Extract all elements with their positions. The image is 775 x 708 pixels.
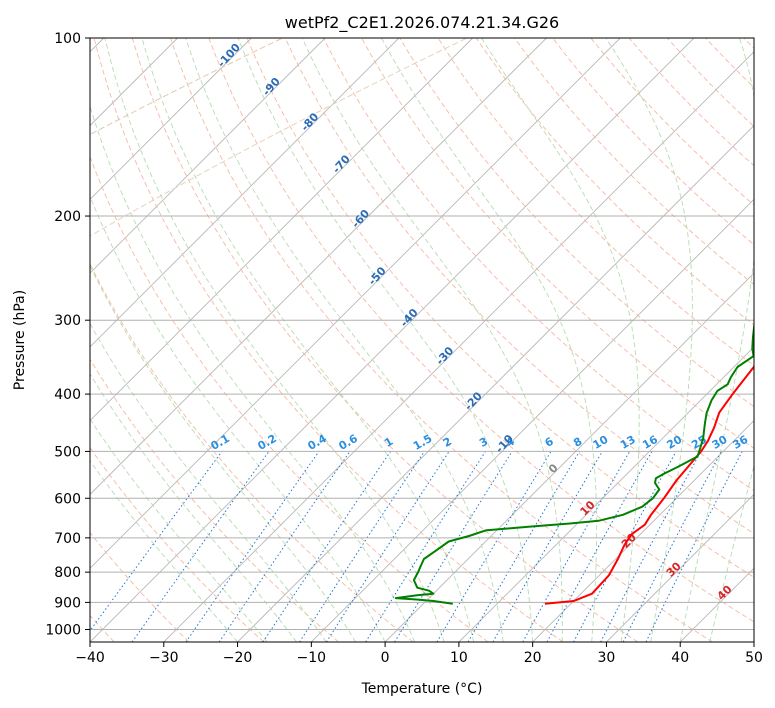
moist-adiabat-line [90, 195, 386, 642]
temperature-profile-line [544, 235, 754, 605]
isotherm-line [90, 38, 400, 348]
mixing-ratio-line [185, 451, 320, 642]
dry-adiabat-line [322, 38, 754, 492]
y-axis-label: Pressure (hPa) [12, 290, 28, 390]
moist-adiabat-line [141, 38, 475, 642]
mixing-ratio-line [645, 451, 743, 642]
isotherm-line [532, 420, 754, 642]
dry-adiabat-line [90, 358, 339, 642]
y-tick-label: 400 [54, 387, 81, 403]
sounding-profiles [394, 235, 754, 605]
dry-adiabat-line [361, 38, 754, 449]
mixing-ratio-line [90, 451, 223, 632]
dry-adiabat-line [284, 38, 754, 535]
isotherm-line [90, 38, 473, 422]
y-tick-label: 600 [54, 491, 81, 507]
isotherm-line [90, 38, 695, 642]
mixing-ratio-line [522, 451, 631, 642]
mixing-ratio-line [325, 451, 450, 642]
dewpoint-profile-line [394, 318, 754, 605]
mixing-ratio-line [546, 451, 653, 642]
isotherm-line [90, 38, 326, 274]
isotherm-line [458, 346, 754, 642]
moist-adiabat-line [301, 38, 563, 642]
x-tick-label: −30 [149, 650, 179, 666]
dry-adiabat-line [90, 263, 414, 642]
mixing-ratio-line [218, 451, 351, 642]
moist-adiabat-line [237, 38, 534, 642]
pressure-gridlines [90, 38, 754, 630]
x-tick-label: 50 [745, 650, 763, 666]
y-tick-label: 100 [54, 31, 81, 47]
isotherm-line [384, 272, 754, 642]
dry-adiabat-line [93, 38, 564, 642]
mixing-ratio-line [622, 451, 722, 642]
x-tick-label: −40 [75, 650, 105, 666]
moist-adiabat-line [90, 418, 268, 642]
x-tick-label: −20 [223, 650, 253, 666]
axes: −40 −30 −20 −10 0 10 20 30 40 50 100 200 300 400 500 60… [45, 31, 763, 666]
isotherm-line [90, 38, 621, 569]
x-axis-label: Temperature (°C) [361, 681, 483, 697]
mixing-ratio-line [131, 451, 270, 642]
y-tick-label: 500 [54, 444, 81, 460]
dry-adiabat-line [437, 38, 754, 367]
isotherm-line [163, 51, 754, 642]
x-tick-label: 0 [381, 650, 390, 666]
moist-adiabat-line [679, 38, 754, 642]
mixing-ratio-line [394, 451, 513, 642]
moist-adiabat-line [481, 38, 640, 642]
moist-adiabat-line [185, 38, 504, 642]
isotherm-line [606, 493, 754, 642]
chart-title: wetPf2_C2E1.2026.074.21.34.G26 [285, 13, 559, 33]
plot-frame [89, 37, 755, 643]
moist-adiabat-line [90, 459, 238, 642]
dry-adiabat-line [90, 446, 265, 642]
dry-adiabat-line [514, 38, 754, 286]
isotherm-line [237, 124, 754, 642]
y-tick-label: 700 [54, 531, 81, 547]
moist-adiabat-line [709, 464, 754, 642]
moist-adiabat-line [90, 264, 356, 642]
moist-adiabat-line [90, 373, 297, 642]
x-tick-label: 30 [598, 650, 616, 666]
mixing-ratio-line [299, 451, 425, 642]
isotherm-line [90, 38, 547, 496]
x-tick-label: 20 [524, 650, 542, 666]
mixing-ratio-line [262, 451, 392, 642]
dry-adiabat-line [208, 38, 754, 623]
isotherm-line [90, 38, 252, 200]
moist-adiabat-line [90, 322, 327, 642]
x-tick-label: −10 [297, 650, 327, 666]
y-tick-label: 300 [54, 313, 81, 329]
y-tick-label: 1000 [45, 622, 81, 638]
dry-adiabat-line [90, 531, 190, 642]
y-tick-label: 800 [54, 565, 81, 581]
moist-adiabat-line [605, 38, 693, 642]
y-tick-label: 900 [54, 595, 81, 611]
moist-adiabat-line [381, 38, 598, 642]
y-tick-label: 200 [54, 209, 81, 225]
x-tick-label: 10 [450, 650, 468, 666]
dry-adiabat-line [170, 38, 713, 642]
x-tick-label: 40 [671, 650, 689, 666]
